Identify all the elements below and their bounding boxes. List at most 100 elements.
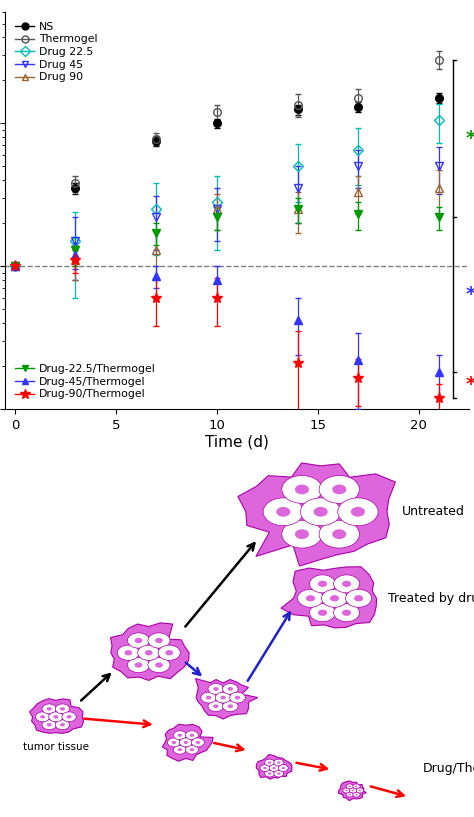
Circle shape (196, 741, 200, 744)
Circle shape (148, 633, 170, 648)
Circle shape (349, 788, 357, 793)
Circle shape (62, 712, 76, 721)
Circle shape (277, 761, 281, 764)
Text: *: * (465, 129, 474, 148)
Circle shape (355, 793, 358, 796)
Circle shape (263, 498, 303, 525)
Circle shape (158, 645, 180, 660)
Legend: Drug-22.5/Thermogel, Drug-45/Thermogel, Drug-90/Thermogel: Drug-22.5/Thermogel, Drug-45/Thermogel, … (15, 364, 155, 400)
Circle shape (355, 786, 358, 788)
Polygon shape (29, 699, 83, 734)
Circle shape (348, 786, 351, 788)
Circle shape (145, 650, 153, 655)
Circle shape (353, 784, 360, 789)
Circle shape (54, 715, 58, 718)
Circle shape (348, 793, 351, 796)
Text: *: * (465, 285, 474, 304)
Circle shape (301, 498, 341, 525)
Circle shape (183, 741, 188, 744)
Circle shape (342, 609, 351, 616)
Circle shape (295, 484, 309, 494)
Circle shape (47, 723, 52, 726)
Circle shape (353, 792, 360, 797)
Circle shape (334, 575, 360, 593)
Circle shape (310, 604, 336, 622)
Circle shape (172, 741, 176, 744)
Circle shape (185, 730, 199, 739)
Circle shape (117, 645, 139, 660)
Polygon shape (238, 463, 395, 566)
Circle shape (60, 708, 65, 711)
Text: tumor tissue: tumor tissue (23, 743, 89, 752)
Circle shape (155, 638, 163, 643)
Circle shape (148, 658, 170, 672)
Circle shape (274, 770, 283, 777)
Circle shape (222, 684, 238, 694)
Circle shape (173, 730, 186, 739)
Polygon shape (195, 679, 258, 719)
Circle shape (277, 772, 281, 775)
Circle shape (228, 687, 233, 691)
Circle shape (273, 767, 276, 770)
Circle shape (268, 761, 271, 764)
Circle shape (173, 745, 186, 754)
Text: Drug/Thermogel: Drug/Thermogel (423, 761, 474, 775)
Circle shape (190, 734, 194, 737)
Circle shape (334, 604, 360, 622)
Circle shape (137, 645, 160, 660)
Circle shape (179, 738, 192, 747)
Circle shape (269, 765, 279, 771)
Circle shape (319, 520, 359, 548)
Circle shape (60, 723, 65, 726)
Circle shape (321, 589, 347, 607)
Circle shape (330, 595, 339, 601)
Circle shape (167, 738, 181, 747)
Circle shape (55, 704, 70, 714)
Circle shape (342, 581, 351, 587)
Circle shape (220, 696, 226, 699)
Circle shape (318, 581, 327, 587)
Circle shape (178, 734, 182, 737)
Circle shape (191, 738, 204, 747)
Circle shape (268, 772, 271, 775)
Circle shape (42, 704, 56, 714)
Circle shape (278, 765, 288, 771)
Polygon shape (256, 754, 292, 779)
Circle shape (128, 658, 150, 672)
Circle shape (306, 595, 315, 601)
Circle shape (346, 784, 354, 789)
Circle shape (215, 692, 231, 703)
Circle shape (124, 650, 132, 655)
Circle shape (298, 589, 323, 607)
Circle shape (135, 638, 142, 643)
Polygon shape (110, 623, 189, 681)
Circle shape (42, 720, 56, 730)
Circle shape (47, 708, 52, 711)
Circle shape (345, 789, 347, 792)
Circle shape (282, 767, 285, 770)
Circle shape (332, 484, 346, 494)
Text: Untreated: Untreated (402, 505, 465, 518)
Circle shape (274, 759, 283, 766)
Circle shape (228, 704, 233, 708)
Circle shape (235, 696, 240, 699)
Circle shape (352, 789, 355, 792)
Circle shape (213, 704, 219, 708)
Circle shape (282, 475, 322, 503)
Circle shape (55, 720, 70, 730)
Circle shape (295, 529, 309, 539)
Circle shape (36, 712, 50, 721)
Circle shape (359, 789, 361, 792)
Circle shape (263, 767, 267, 770)
Circle shape (178, 748, 182, 751)
Circle shape (310, 575, 336, 593)
Polygon shape (281, 567, 376, 628)
Circle shape (346, 589, 372, 607)
Circle shape (332, 529, 346, 539)
Circle shape (206, 696, 211, 699)
Circle shape (165, 650, 173, 655)
Circle shape (356, 788, 364, 793)
Circle shape (201, 692, 217, 703)
Text: *: * (465, 376, 474, 395)
Circle shape (222, 701, 238, 712)
